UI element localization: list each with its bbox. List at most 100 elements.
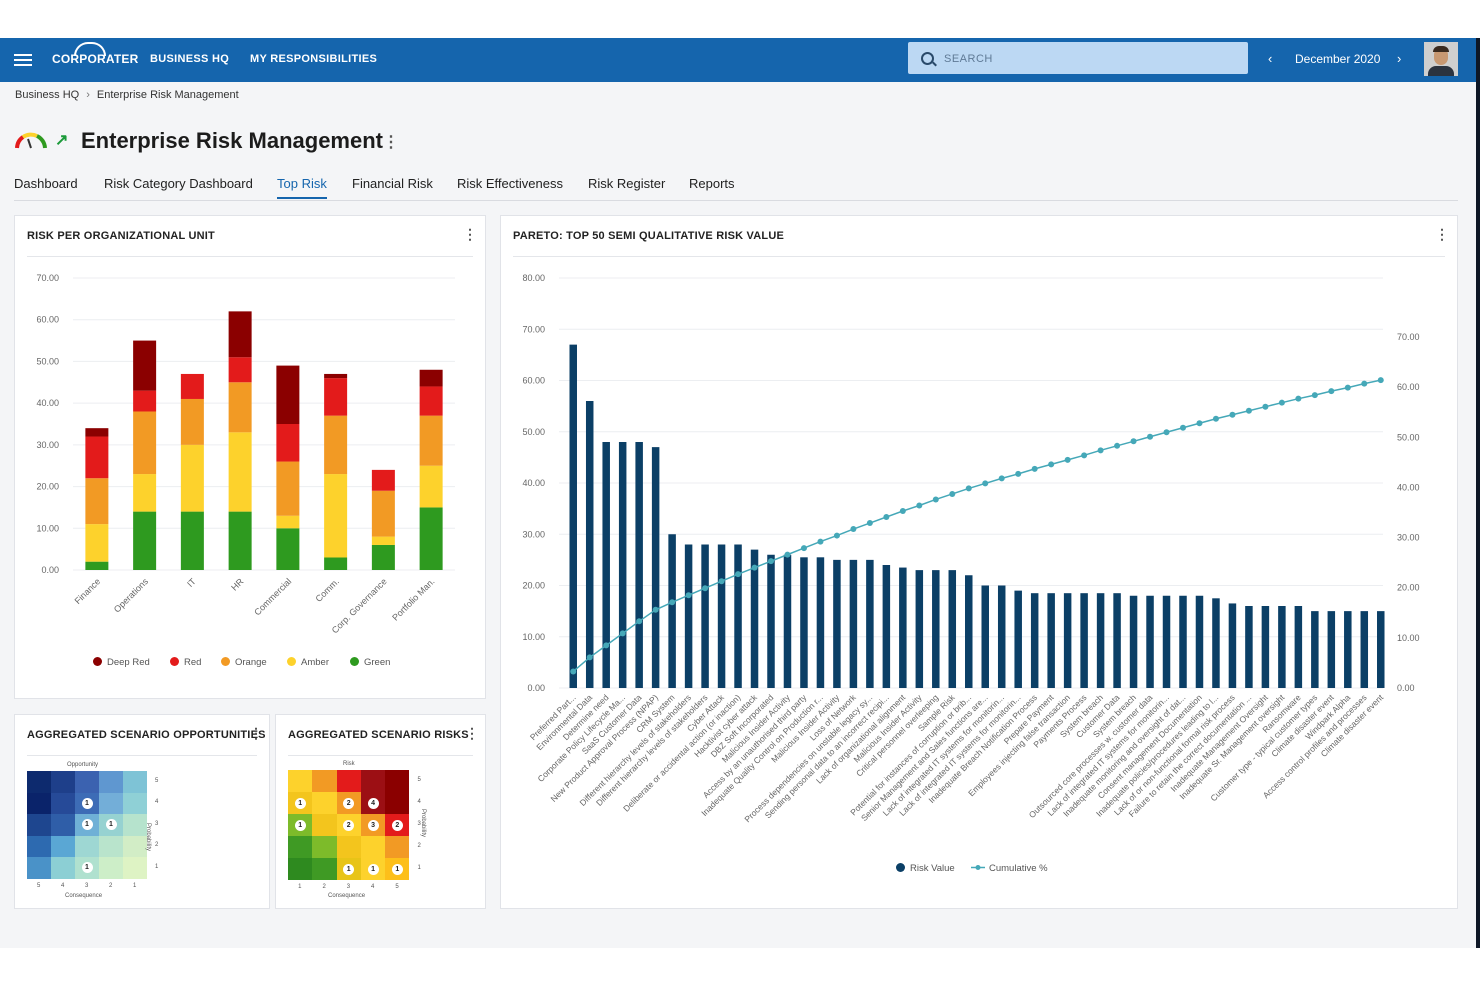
matrix-cell[interactable]: 1 [360,858,386,880]
tab-risk-effectiveness[interactable]: Risk Effectiveness [457,176,563,191]
matrix-count-badge[interactable]: 3 [367,819,379,831]
tab-reports[interactable]: Reports [689,176,735,191]
legend-item-orange[interactable]: Orange [221,657,267,668]
more-options-icon[interactable]: ⋮ [249,725,263,741]
matrix-cell[interactable]: 2 [336,792,361,814]
matrix-cell[interactable] [99,771,123,793]
matrix-cell[interactable] [288,836,313,858]
more-options-icon[interactable]: ⋮ [1435,226,1449,242]
matrix-cell[interactable] [336,770,361,792]
matrix-count-badge[interactable]: 4 [367,797,379,809]
cumulative-line [572,379,1381,673]
tab-dashboard[interactable]: Dashboard [14,176,78,191]
risk-value-bar [1278,606,1286,688]
matrix-cell[interactable] [123,771,147,793]
tab-top-risk[interactable]: Top Risk [277,176,327,199]
matrix-cell[interactable] [27,814,51,836]
breadcrumb-root[interactable]: Business HQ [15,89,80,101]
matrix-cell[interactable] [312,792,337,814]
matrix-cell[interactable]: 2 [385,814,410,836]
legend-item-green[interactable]: Green [350,657,390,668]
more-options-icon[interactable]: ⋮ [383,134,399,151]
more-options-icon[interactable]: ⋮ [463,226,477,242]
legend-item-cumulative[interactable]: Cumulative % [971,863,1048,874]
matrix-cell[interactable]: 1 [288,792,313,814]
legend-item-amber[interactable]: Amber [287,657,329,668]
matrix-cell[interactable] [312,770,337,792]
matrix-cell[interactable] [123,814,147,836]
matrix-cell[interactable]: 2 [336,814,361,836]
matrix-cell[interactable] [312,858,337,880]
period-label[interactable]: December 2020 [1295,52,1381,66]
matrix-count-badge[interactable]: 1 [105,819,117,831]
matrix-cell[interactable] [336,836,361,858]
matrix-cell[interactable] [27,771,51,793]
matrix-cell[interactable] [385,770,410,792]
chevron-left-icon[interactable]: ‹ [1268,51,1273,66]
cumulative-point [685,592,692,599]
tab-risk-register[interactable]: Risk Register [588,176,666,191]
matrix-cell[interactable]: 1 [75,792,99,814]
matrix-cell[interactable] [51,792,75,814]
tab-financial-risk[interactable]: Financial Risk [352,176,433,191]
legend-label: Amber [301,657,329,668]
matrix-cell[interactable] [123,792,147,814]
matrix-cell[interactable]: 1 [288,814,313,836]
matrix-cell[interactable] [360,770,386,792]
matrix-count-badge[interactable]: 1 [391,863,403,875]
matrix-cell[interactable] [51,835,75,857]
brand-logo[interactable]: CORPORATER [52,42,138,66]
matrix-count-badge[interactable]: 1 [81,862,93,874]
menu-icon[interactable] [14,51,32,67]
matrix-count-badge[interactable]: 1 [294,797,306,809]
matrix-cell[interactable] [385,792,410,814]
more-options-icon[interactable]: ⋮ [465,725,479,741]
avatar[interactable] [1424,42,1458,76]
matrix-cell[interactable] [51,814,75,836]
matrix-cell[interactable]: 1 [75,814,99,836]
y2-tick-label: 70.00 [1397,332,1420,342]
matrix-cell[interactable] [99,857,123,879]
matrix-cell[interactable] [123,835,147,857]
matrix-cell[interactable]: 1 [99,814,123,836]
matrix-cell[interactable] [360,836,386,858]
legend-item-red[interactable]: Red [170,657,201,668]
matrix-cell[interactable] [312,836,337,858]
legend-item-deep-red[interactable]: Deep Red [93,657,150,668]
matrix-cell[interactable] [312,814,337,836]
matrix-cell[interactable] [99,835,123,857]
matrix-cell[interactable] [51,857,75,879]
nav-business-hq[interactable]: BUSINESS HQ [150,53,230,65]
matrix-cell[interactable] [51,771,75,793]
matrix-cell[interactable] [27,857,51,879]
nav-my-responsibilities[interactable]: MY RESPONSIBILITIES [250,53,378,65]
matrix-cell[interactable] [99,792,123,814]
matrix-cell[interactable]: 3 [360,814,386,836]
matrix-cell[interactable] [27,792,51,814]
matrix-count-badge[interactable]: 2 [391,819,403,831]
matrix-count-badge[interactable]: 1 [81,797,93,809]
matrix-cell[interactable]: 1 [385,858,410,880]
cumulative-point [998,475,1005,482]
tab-risk-category-dashboard[interactable]: Risk Category Dashboard [104,176,253,191]
matrix-cell[interactable] [27,835,51,857]
matrix-cell[interactable]: 4 [360,792,386,814]
matrix-cell[interactable] [75,835,99,857]
matrix-count-badge[interactable]: 1 [81,819,93,831]
matrix-cell[interactable] [385,836,410,858]
matrix-cell[interactable] [288,770,313,792]
matrix-count-badge[interactable]: 1 [294,819,306,831]
matrix-count-badge[interactable]: 2 [343,819,355,831]
matrix-count-badge[interactable]: 2 [343,797,355,809]
chevron-right-icon[interactable]: › [1397,51,1402,66]
matrix-cell[interactable]: 1 [75,857,99,879]
search-input[interactable] [942,48,1236,70]
matrix-cell[interactable] [288,858,313,880]
risk-value-bar [1047,593,1055,688]
matrix-count-badge[interactable]: 1 [343,863,355,875]
matrix-cell[interactable]: 1 [336,858,361,880]
matrix-count-badge[interactable]: 1 [367,863,379,875]
legend-item-risk-value[interactable]: Risk Value [896,863,955,874]
matrix-cell[interactable] [123,857,147,879]
matrix-cell[interactable] [75,771,99,793]
